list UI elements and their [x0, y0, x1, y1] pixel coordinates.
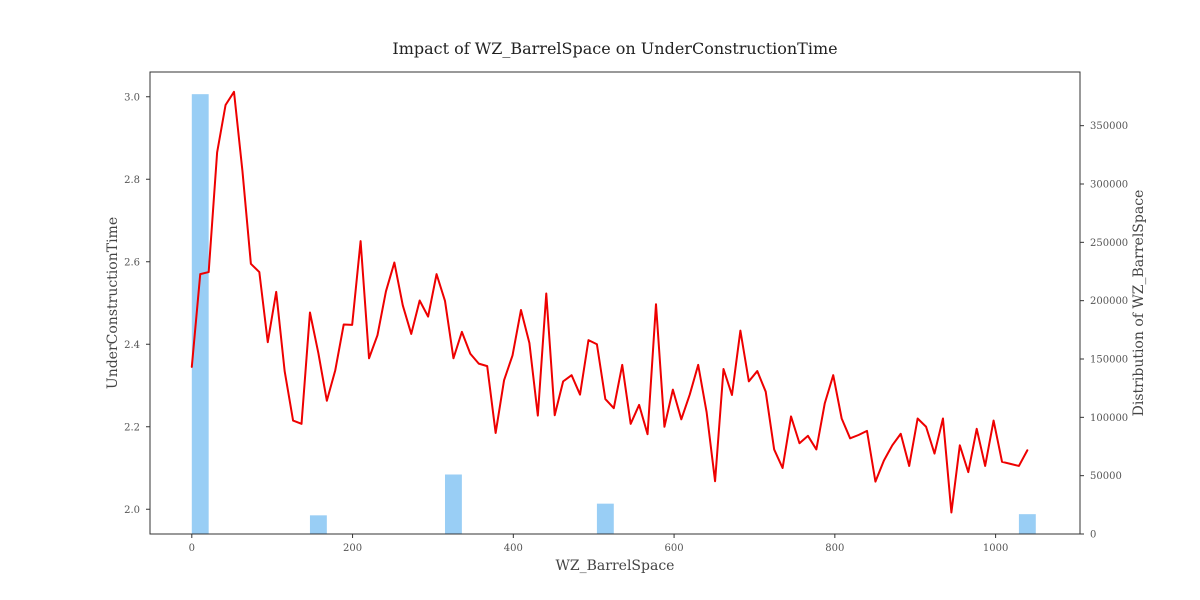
- y2-tick-label: 50000: [1090, 471, 1122, 482]
- chart-title: Impact of WZ_BarrelSpace on UnderConstru…: [392, 39, 837, 58]
- y2-tick-label: 150000: [1090, 355, 1128, 366]
- y2-axis-label: Distribution of WZ_BarrelSpace: [1131, 190, 1147, 417]
- y-tick-label: 2.6: [124, 257, 140, 268]
- series-line: [190, 90, 1029, 514]
- histogram-bar: [191, 94, 209, 535]
- y2-tick-label: 300000: [1090, 180, 1128, 191]
- line-series: [190, 90, 1029, 514]
- x-tick-label: 600: [665, 543, 684, 554]
- plot-frame: [149, 71, 1081, 535]
- y2-tick-label: 0: [1090, 530, 1096, 541]
- histogram-bar: [309, 515, 327, 534]
- x-tick-label: 800: [825, 543, 844, 554]
- x-axis-label: WZ_BarrelSpace: [556, 558, 675, 574]
- histogram-bar: [1018, 514, 1036, 534]
- y2-tick-label: 350000: [1090, 121, 1128, 132]
- y-axis-label: UnderConstructionTime: [105, 217, 121, 389]
- y2-tick-label: 250000: [1090, 238, 1128, 249]
- y-tick-label: 2.0: [124, 505, 140, 516]
- y2-tick-label: 200000: [1090, 296, 1128, 307]
- x-tick-label: 200: [343, 543, 362, 554]
- y-tick-label: 2.4: [124, 340, 140, 351]
- histogram-bar: [596, 503, 614, 534]
- x-tick-label: 1000: [983, 543, 1008, 554]
- x-tick-label: 400: [504, 543, 523, 554]
- axes: 0 200 400 600 800 1000 2.0 2.2 2.4 2.6 2.8 3.0 0 5000…: [124, 71, 1128, 554]
- y-tick-label: 2.8: [124, 175, 140, 186]
- y2-tick-label: 100000: [1090, 413, 1128, 424]
- histogram-bar: [444, 474, 462, 534]
- y-tick-label: 3.0: [124, 92, 140, 103]
- x-tick-label: 0: [189, 543, 195, 554]
- histogram-bars: [191, 94, 1036, 535]
- y-tick-label: 2.2: [124, 422, 140, 433]
